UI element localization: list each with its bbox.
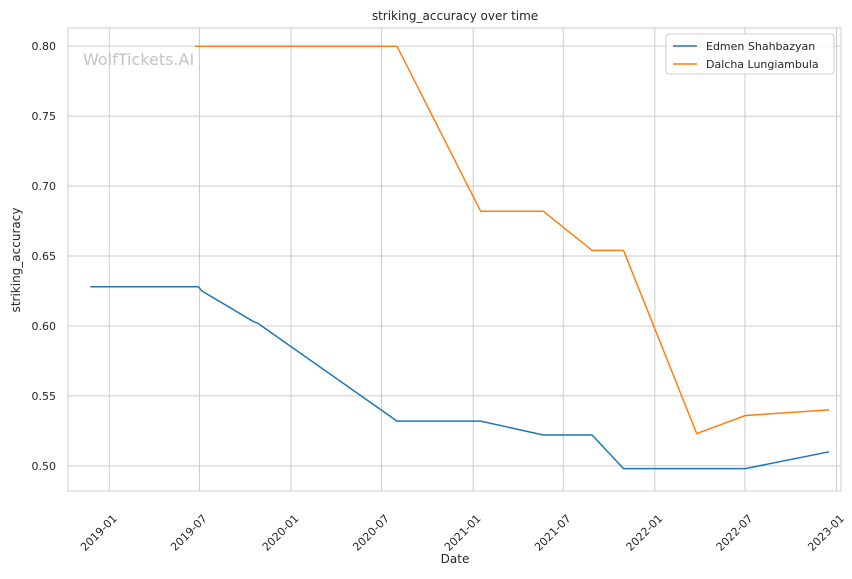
series-line-0 xyxy=(90,286,830,470)
grid xyxy=(68,28,841,491)
series-line-1 xyxy=(194,45,830,435)
legend-label-edmen: Edmen Shahbazyan xyxy=(706,40,815,53)
y-tick-label: 0.80 xyxy=(32,40,57,53)
y-tick-label: 0.60 xyxy=(32,320,57,333)
x-axis-title: Date xyxy=(441,552,470,566)
y-tick-label: 0.75 xyxy=(32,110,57,123)
watermark: WolfTickets.AI xyxy=(83,50,194,69)
y-tick-label: 0.70 xyxy=(32,180,57,193)
chart-title: striking_accuracy over time xyxy=(372,9,538,23)
legend-box xyxy=(665,33,835,75)
y-tick-label: 0.55 xyxy=(32,390,57,403)
legend-label-dalcha: Dalcha Lungiambula xyxy=(706,58,819,71)
y-axis-title: striking_accuracy xyxy=(9,208,23,313)
legend: Edmen Shahbazyan Dalcha Lungiambula xyxy=(665,33,835,75)
series-lines xyxy=(90,45,830,470)
y-tick-label: 0.50 xyxy=(32,460,57,473)
y-tick-label: 0.65 xyxy=(32,250,57,263)
plot-frame xyxy=(67,27,842,492)
